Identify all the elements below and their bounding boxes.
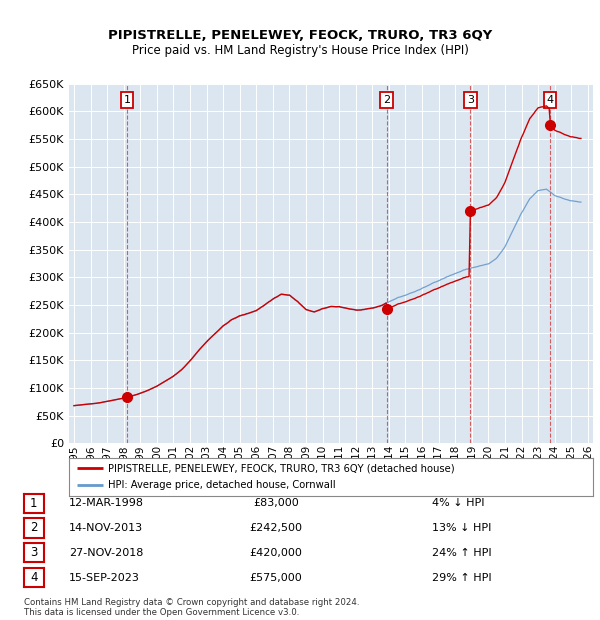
Text: 1: 1 [30,497,38,510]
Text: Contains HM Land Registry data © Crown copyright and database right 2024.: Contains HM Land Registry data © Crown c… [24,598,359,607]
Text: 24% ↑ HPI: 24% ↑ HPI [432,548,491,558]
Text: 29% ↑ HPI: 29% ↑ HPI [432,573,491,583]
Text: 2: 2 [383,95,391,105]
Text: 3: 3 [30,546,38,559]
Text: 4: 4 [30,571,38,584]
Text: 15-SEP-2023: 15-SEP-2023 [69,573,140,583]
Text: £420,000: £420,000 [250,548,302,558]
Text: £575,000: £575,000 [250,573,302,583]
Text: This data is licensed under the Open Government Licence v3.0.: This data is licensed under the Open Gov… [24,608,299,617]
Text: HPI: Average price, detached house, Cornwall: HPI: Average price, detached house, Corn… [108,480,336,490]
Text: 2: 2 [30,521,38,534]
Text: 14-NOV-2013: 14-NOV-2013 [69,523,143,533]
Text: 12-MAR-1998: 12-MAR-1998 [69,498,144,508]
Text: 1: 1 [124,95,130,105]
Text: £83,000: £83,000 [253,498,299,508]
Text: Price paid vs. HM Land Registry's House Price Index (HPI): Price paid vs. HM Land Registry's House … [131,45,469,57]
Text: 13% ↓ HPI: 13% ↓ HPI [432,523,491,533]
Text: PIPISTRELLE, PENELEWEY, FEOCK, TRURO, TR3 6QY: PIPISTRELLE, PENELEWEY, FEOCK, TRURO, TR… [108,30,492,42]
Text: PIPISTRELLE, PENELEWEY, FEOCK, TRURO, TR3 6QY (detached house): PIPISTRELLE, PENELEWEY, FEOCK, TRURO, TR… [108,463,455,473]
Text: 3: 3 [467,95,474,105]
Text: 4: 4 [547,95,553,105]
Text: £242,500: £242,500 [250,523,302,533]
Text: 4% ↓ HPI: 4% ↓ HPI [432,498,485,508]
Text: 27-NOV-2018: 27-NOV-2018 [69,548,143,558]
